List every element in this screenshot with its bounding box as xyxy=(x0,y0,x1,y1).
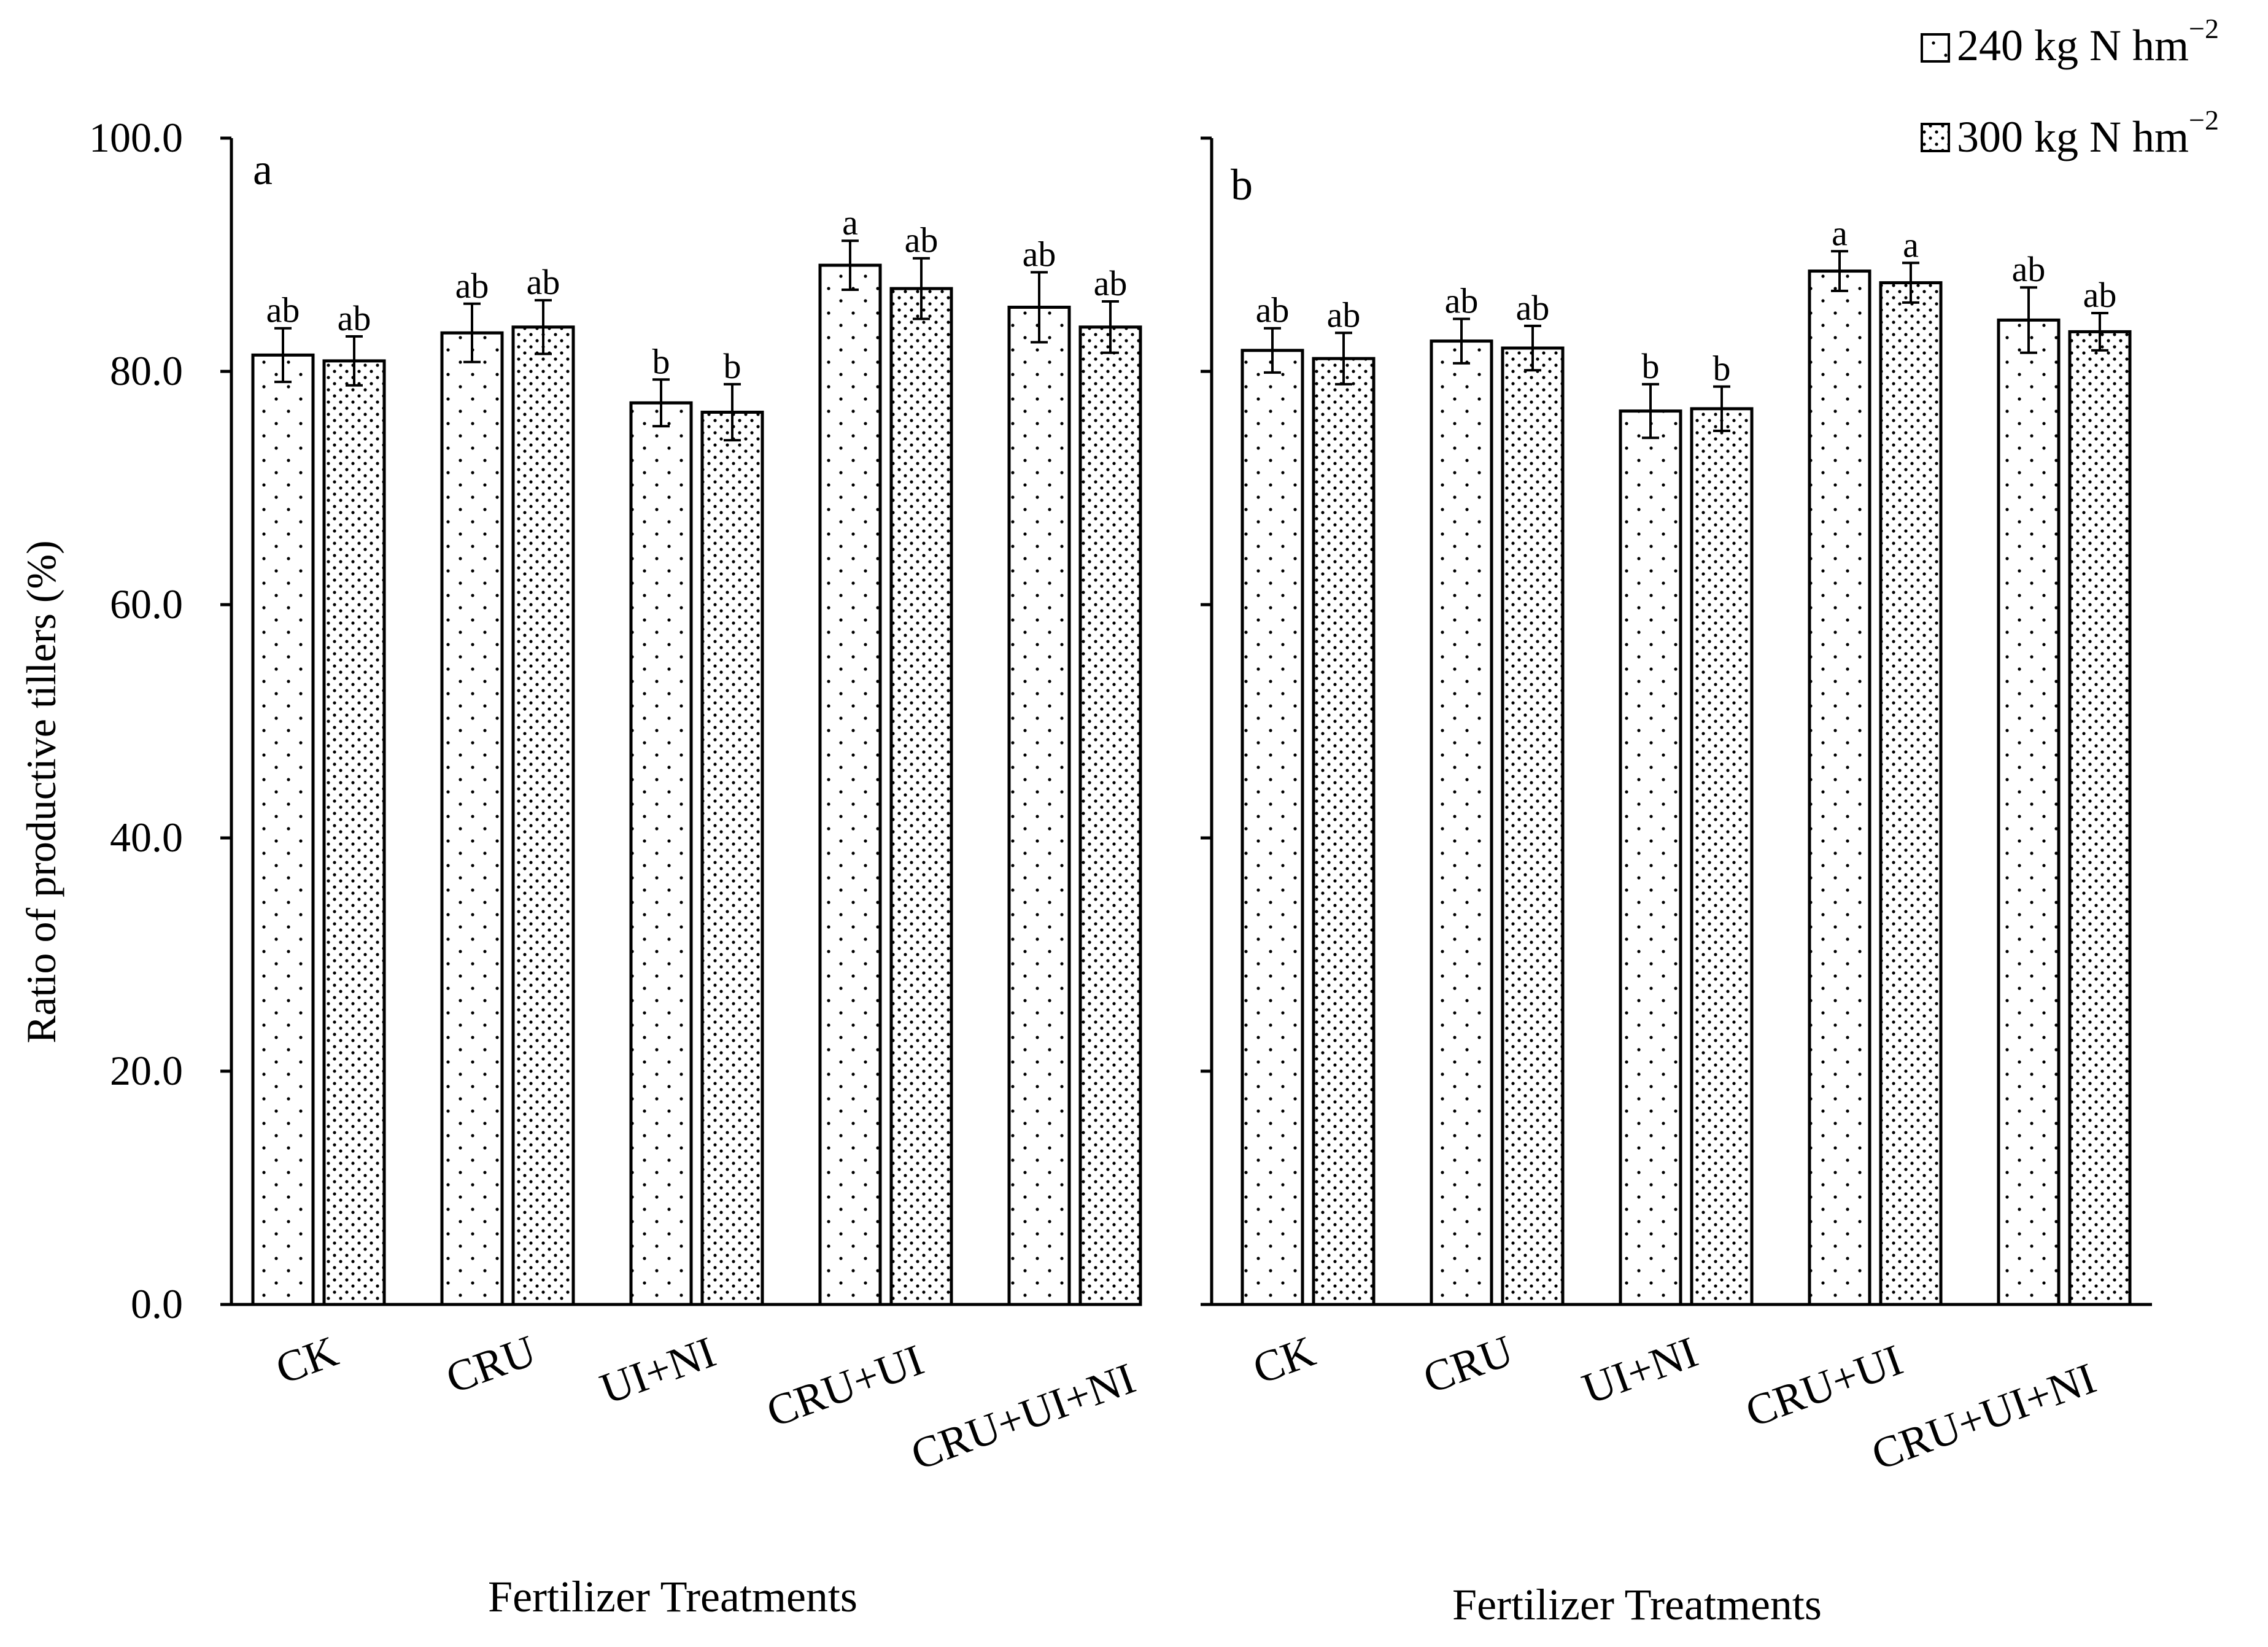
significance-label: ab xyxy=(1516,288,1550,328)
bar xyxy=(629,401,693,1306)
bar xyxy=(1808,269,1871,1306)
significance-label: ab xyxy=(455,266,489,306)
bar xyxy=(818,263,882,1306)
bar xyxy=(700,411,764,1306)
legend-item-300: 300 kg N hm−2 xyxy=(1921,104,2219,161)
significance-label: ab xyxy=(2012,249,2046,289)
x-tick-label: CRU+UI xyxy=(1740,1335,1909,1437)
x-axis-title-b: Fertilizer Treatments xyxy=(1452,1580,1822,1629)
significance-label: b xyxy=(1642,346,1660,386)
significance-label: ab xyxy=(527,262,560,302)
y-tick-label: 80.0 xyxy=(110,347,183,394)
bar xyxy=(1078,325,1142,1306)
panel-label-a: a xyxy=(253,145,273,194)
bar xyxy=(1312,357,1376,1306)
significance-label: ab xyxy=(1023,234,1056,274)
y-tick-label: 40.0 xyxy=(110,814,183,861)
bar xyxy=(1997,318,2061,1306)
y-tick-label: 100.0 xyxy=(89,114,183,161)
x-tick-label: UI+NI xyxy=(1576,1327,1704,1414)
significance-label: a xyxy=(1903,225,1919,265)
y-tick-label: 0.0 xyxy=(131,1281,183,1327)
x-tick-label: UI+NI xyxy=(594,1327,722,1414)
legend-item-240: 240 kg N hm−2 xyxy=(1921,13,2219,70)
bar xyxy=(2068,330,2132,1306)
y-tick-labels: 0.0 20.0 40.0 60.0 80.0 100.0 xyxy=(89,114,183,1327)
axes-a xyxy=(220,136,1110,1306)
significance-label: ab xyxy=(1094,263,1128,303)
bar xyxy=(322,359,386,1306)
x-tick-label: CRU xyxy=(440,1326,542,1403)
x-tick-label: CK xyxy=(1247,1327,1321,1393)
bar xyxy=(440,331,504,1306)
significance-label: ab xyxy=(266,290,300,330)
bar xyxy=(1007,306,1071,1306)
bar xyxy=(1430,339,1493,1306)
significance-label: ab xyxy=(1445,281,1479,321)
x-tick-label: CK xyxy=(269,1327,344,1393)
bar xyxy=(251,353,315,1306)
legend: 240 kg N hm−2 300 kg N hm−2 xyxy=(1921,13,2219,161)
significance-label: b xyxy=(1713,349,1731,389)
x-tick-label: CRU+UI xyxy=(761,1335,930,1437)
bar xyxy=(1501,346,1565,1306)
significance-label: ab xyxy=(2083,275,2117,315)
legend-swatch-300 xyxy=(1921,123,1950,152)
significance-label: a xyxy=(1832,213,1848,253)
legend-swatch-240 xyxy=(1921,33,1950,63)
legend-label-300: 300 kg N hm−2 xyxy=(1957,104,2219,161)
legend-label-240: 240 kg N hm−2 xyxy=(1957,13,2219,70)
significance-label: ab xyxy=(338,298,371,338)
significance-label: a xyxy=(842,203,858,242)
x-axis-title-a: Fertilizer Treatments xyxy=(488,1572,857,1621)
bar xyxy=(1879,281,1943,1306)
bar xyxy=(889,287,953,1306)
significance-label: ab xyxy=(1327,295,1361,335)
significance-label: b xyxy=(724,346,741,386)
x-tick-label: CRU+UI+NI xyxy=(905,1354,1142,1480)
y-tick-label: 20.0 xyxy=(110,1047,183,1094)
axes-b xyxy=(1201,136,2152,1306)
y-tick-label: 60.0 xyxy=(110,581,183,627)
bar xyxy=(1240,349,1304,1306)
significance-label: ab xyxy=(1256,290,1290,330)
significance-label: b xyxy=(652,341,670,381)
panel-label-b: b xyxy=(1231,160,1253,209)
bar xyxy=(511,325,575,1306)
bar xyxy=(1690,407,1754,1306)
x-tick-label: CRU xyxy=(1417,1326,1519,1403)
significance-label: ab xyxy=(905,220,939,260)
y-axis-title: Ratio of productive tillers (%) xyxy=(18,540,64,1044)
bar xyxy=(1619,409,1682,1306)
